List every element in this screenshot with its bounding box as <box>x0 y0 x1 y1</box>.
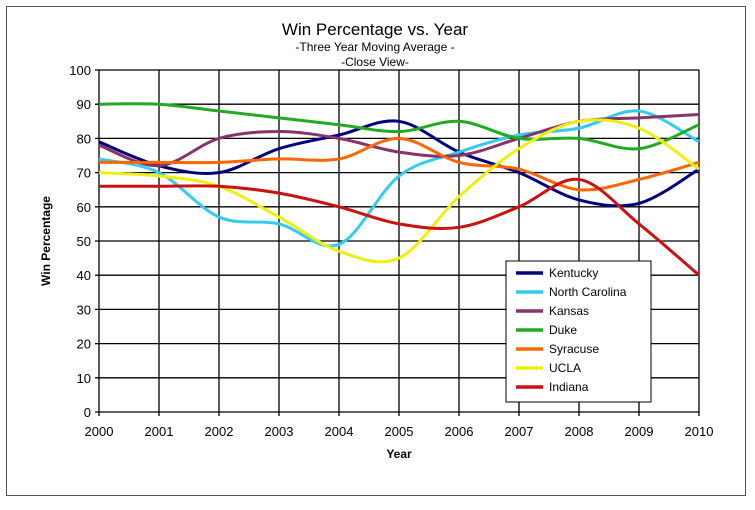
series-line-ucla <box>98 118 700 264</box>
y-tick-label: 70 <box>77 166 91 181</box>
y-tick-label: 80 <box>77 131 91 146</box>
legend-label: Kentucky <box>549 266 598 280</box>
series-line-duke <box>98 102 700 151</box>
x-tick-label: 2005 <box>385 424 414 439</box>
chart-subtitle: -Three Year Moving Average - <box>295 40 454 54</box>
y-tick-label: 20 <box>77 337 91 352</box>
y-tick-label: 0 <box>84 405 91 420</box>
x-tick-label: 2009 <box>625 424 654 439</box>
legend-label: North Carolina <box>549 285 627 299</box>
legend-label: Duke <box>549 323 577 337</box>
legend-label: Kansas <box>549 304 589 318</box>
x-tick-label: 2003 <box>265 424 294 439</box>
chart-title: Win Percentage vs. Year <box>282 20 469 39</box>
y-tick-label: 50 <box>77 234 91 249</box>
series-line-indiana <box>99 177 700 277</box>
series-line-syracuse <box>99 136 700 192</box>
chart-frame <box>6 6 746 496</box>
x-tick-label: 2002 <box>205 424 234 439</box>
series-line-kentucky <box>98 119 700 208</box>
x-axis-label: Year <box>386 447 412 461</box>
x-tick-label: 2004 <box>325 424 354 439</box>
y-axis-label: Win Percentage <box>39 196 53 286</box>
y-tick-label: 90 <box>77 97 91 112</box>
x-tick-label: 2008 <box>565 424 594 439</box>
x-tick-label: 2006 <box>445 424 474 439</box>
x-tick-label: 2000 <box>85 424 114 439</box>
legend-label: UCLA <box>549 361 581 375</box>
legend-label: Syracuse <box>549 342 599 356</box>
x-tick-label: 2010 <box>685 424 714 439</box>
y-tick-label: 100 <box>69 63 91 78</box>
y-tick-label: 10 <box>77 371 91 386</box>
x-tick-label: 2007 <box>505 424 534 439</box>
y-tick-label: 40 <box>77 268 91 283</box>
y-tick-label: 30 <box>77 302 91 317</box>
chart-subtitle-2: -Close View- <box>341 55 409 69</box>
legend: Kentucky North Carolina Kansas Duke Syracuse… <box>505 260 652 403</box>
legend-label: Indiana <box>549 380 589 394</box>
x-tick-label: 2001 <box>145 424 174 439</box>
y-tick-label: 60 <box>77 200 91 215</box>
